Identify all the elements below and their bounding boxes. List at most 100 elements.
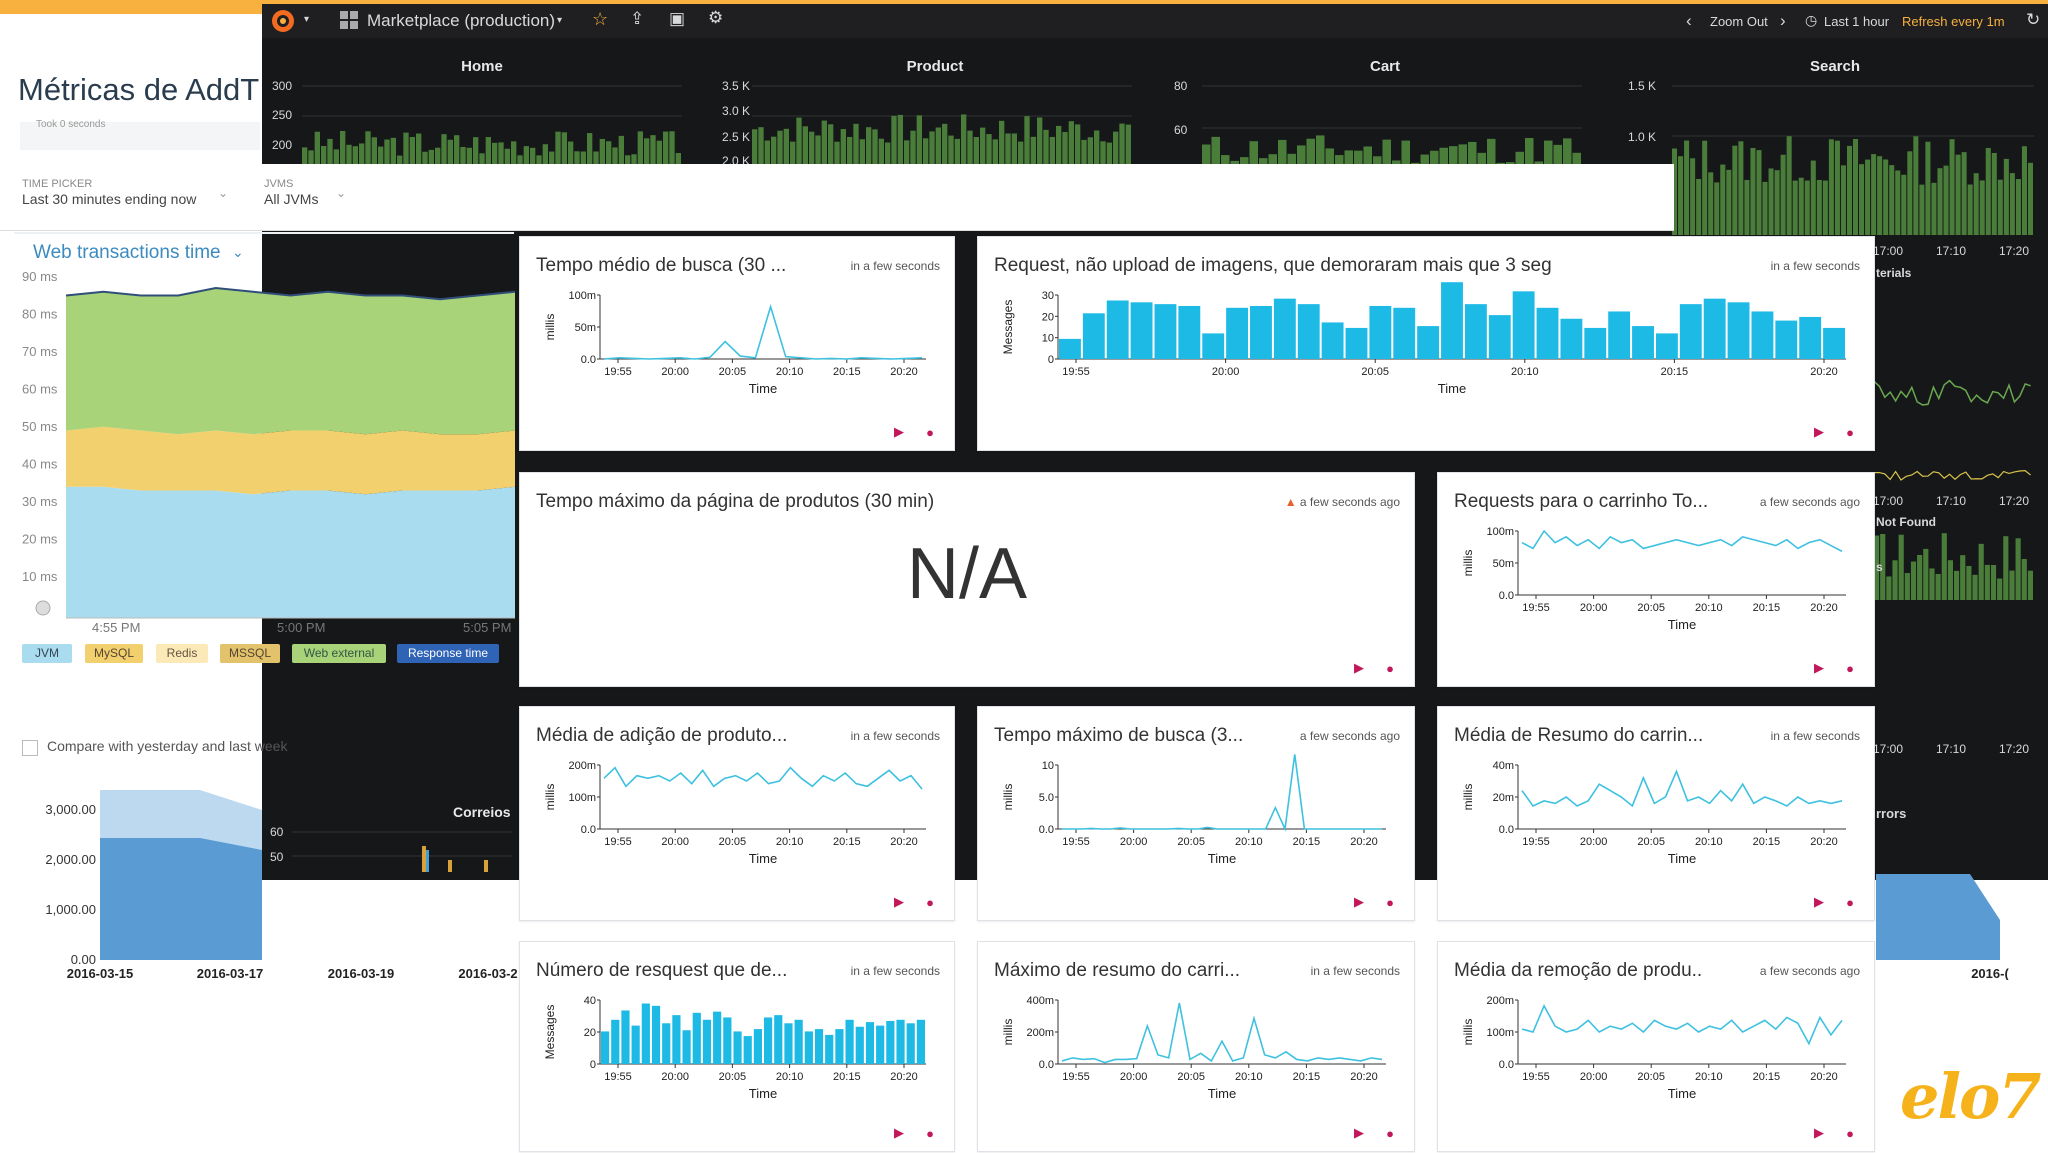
x-tick: 19:55 (1062, 366, 1090, 378)
bar (365, 131, 371, 164)
panel-title[interactable]: Média de Resumo do carrin... (1454, 725, 1704, 746)
play-icon[interactable]: ▶ (1814, 424, 1824, 439)
chevron-down-icon[interactable]: ▾ (557, 15, 563, 26)
chart-handle-icon[interactable] (35, 600, 51, 616)
zoom-out-button[interactable]: Zoom Out (1710, 14, 1768, 29)
clock-icon: ◷ (1805, 12, 1818, 28)
single-stat-value: N/A (906, 534, 1028, 614)
chevron-down-icon[interactable]: ⌄ (232, 244, 244, 260)
play-icon[interactable]: ▶ (1814, 894, 1824, 909)
panel-title[interactable]: Requests para o carrinho To... (1454, 491, 1709, 512)
panel-title[interactable]: Média da remoção de produ.. (1454, 960, 1703, 981)
chevron-left-icon[interactable]: ‹ (1686, 11, 1692, 30)
dashboard-picker[interactable]: Marketplace (production) (367, 11, 556, 30)
bar (967, 130, 973, 164)
bar (723, 1017, 732, 1064)
play-icon[interactable]: ▶ (1814, 660, 1824, 675)
time-picker[interactable]: Last 30 minutes ending now (22, 191, 197, 207)
bar (568, 141, 574, 164)
bar (1005, 133, 1011, 164)
info-icon[interactable]: ● (1386, 1126, 1394, 1141)
y-axis-label: millis (1001, 1019, 1015, 1046)
chart-title[interactable]: Web transactions time (33, 242, 221, 263)
bar (422, 151, 428, 164)
star-icon[interactable]: ☆ (592, 9, 609, 29)
panel-title[interactable]: Média de adição de produto... (536, 725, 788, 746)
time-range-picker[interactable]: Last 1 hour (1824, 14, 1890, 29)
info-icon[interactable]: ● (1386, 661, 1394, 676)
bar (891, 115, 897, 164)
info-icon[interactable]: ● (926, 425, 934, 440)
chevron-down-icon[interactable]: ⌄ (336, 186, 347, 200)
bar (1049, 136, 1055, 164)
bar (1306, 138, 1315, 164)
info-icon[interactable]: ● (1846, 895, 1854, 910)
x-tick: 17:10 (1936, 494, 1967, 508)
legend-jvm[interactable]: JVM (22, 644, 72, 663)
compare-checkbox[interactable] (22, 740, 38, 756)
bar (1363, 146, 1372, 164)
chevron-down-icon[interactable]: ⌄ (218, 186, 229, 200)
play-icon[interactable]: ▶ (1354, 660, 1364, 675)
panel-title[interactable]: Número de resquest que de... (536, 960, 788, 981)
panel-title[interactable]: Tempo máximo da página de produtos (30 m… (536, 491, 935, 512)
save-icon[interactable]: ▣ (669, 9, 686, 28)
legend-redis[interactable]: Redis (156, 644, 208, 663)
play-icon[interactable]: ▶ (894, 424, 904, 439)
info-icon[interactable]: ● (1846, 425, 1854, 440)
legend-mysql[interactable]: MySQL (85, 644, 143, 663)
bar (1774, 170, 1780, 235)
x-tick: 5:00 PM (277, 620, 326, 635)
legend-mssql[interactable]: MSSQL (220, 644, 280, 663)
bar (1250, 305, 1272, 359)
grafana-panel-title: rrors (1876, 806, 1907, 821)
bar (428, 149, 434, 164)
play-icon[interactable]: ▶ (1354, 1125, 1364, 1140)
bar (790, 141, 796, 164)
panel-timestamp-text: in a few seconds (850, 259, 940, 273)
bar (764, 140, 770, 164)
y-axis-label: Messages (543, 1005, 557, 1060)
info-icon[interactable]: ● (1846, 1126, 1854, 1141)
grafana-logo-icon[interactable] (268, 7, 298, 40)
x-axis-label: Time (749, 1086, 777, 1101)
chevron-right-icon[interactable]: › (1780, 11, 1786, 30)
jvms-select[interactable]: All JVMs (264, 191, 319, 207)
share-icon[interactable]: ⇪ (630, 9, 645, 28)
y-tick: 1.5 K (1628, 79, 1657, 93)
bar (340, 130, 346, 164)
y-tick: 0.0 (1039, 824, 1054, 836)
bar (771, 136, 777, 164)
x-tick: 20:05 (719, 1071, 747, 1083)
bar (1512, 291, 1535, 359)
play-icon[interactable]: ▶ (894, 894, 904, 909)
legend-response-time[interactable]: Response time (397, 644, 499, 663)
x-tick: 17:10 (1936, 244, 1967, 258)
y-tick: 0.0 (581, 354, 596, 366)
info-icon[interactable]: ● (926, 895, 934, 910)
panel-title[interactable]: Request, não upload de imagens, que demo… (994, 255, 1552, 276)
x-tick: 20:10 (776, 366, 804, 378)
bar (872, 129, 878, 164)
bar (454, 135, 460, 164)
play-icon[interactable]: ▶ (1814, 1125, 1824, 1140)
refresh-icon[interactable]: ↻ (2026, 10, 2041, 29)
play-icon[interactable]: ▶ (894, 1125, 904, 1140)
bar (802, 126, 808, 164)
panel-timestamp: ▲ a few seconds ago (1285, 495, 1400, 509)
info-icon[interactable]: ● (1846, 661, 1854, 676)
legend-web-external[interactable]: Web external (292, 644, 386, 663)
bar (1997, 578, 2003, 600)
correios-panel (262, 788, 514, 874)
gear-icon[interactable]: ⚙ (708, 8, 724, 27)
info-icon[interactable]: ● (926, 1126, 934, 1141)
bar (1708, 172, 1714, 235)
info-icon[interactable]: ● (1386, 895, 1394, 910)
refresh-interval[interactable]: Refresh every 1m (1902, 14, 2005, 29)
panel-title[interactable]: Máximo de resumo do carri... (994, 960, 1241, 981)
bar (1865, 159, 1871, 235)
panel-title[interactable]: Tempo máximo de busca (3... (994, 725, 1244, 746)
panel-title[interactable]: Tempo médio de busca (30 ... (536, 255, 787, 276)
chevron-down-icon[interactable]: ▾ (304, 14, 310, 25)
play-icon[interactable]: ▶ (1354, 894, 1364, 909)
